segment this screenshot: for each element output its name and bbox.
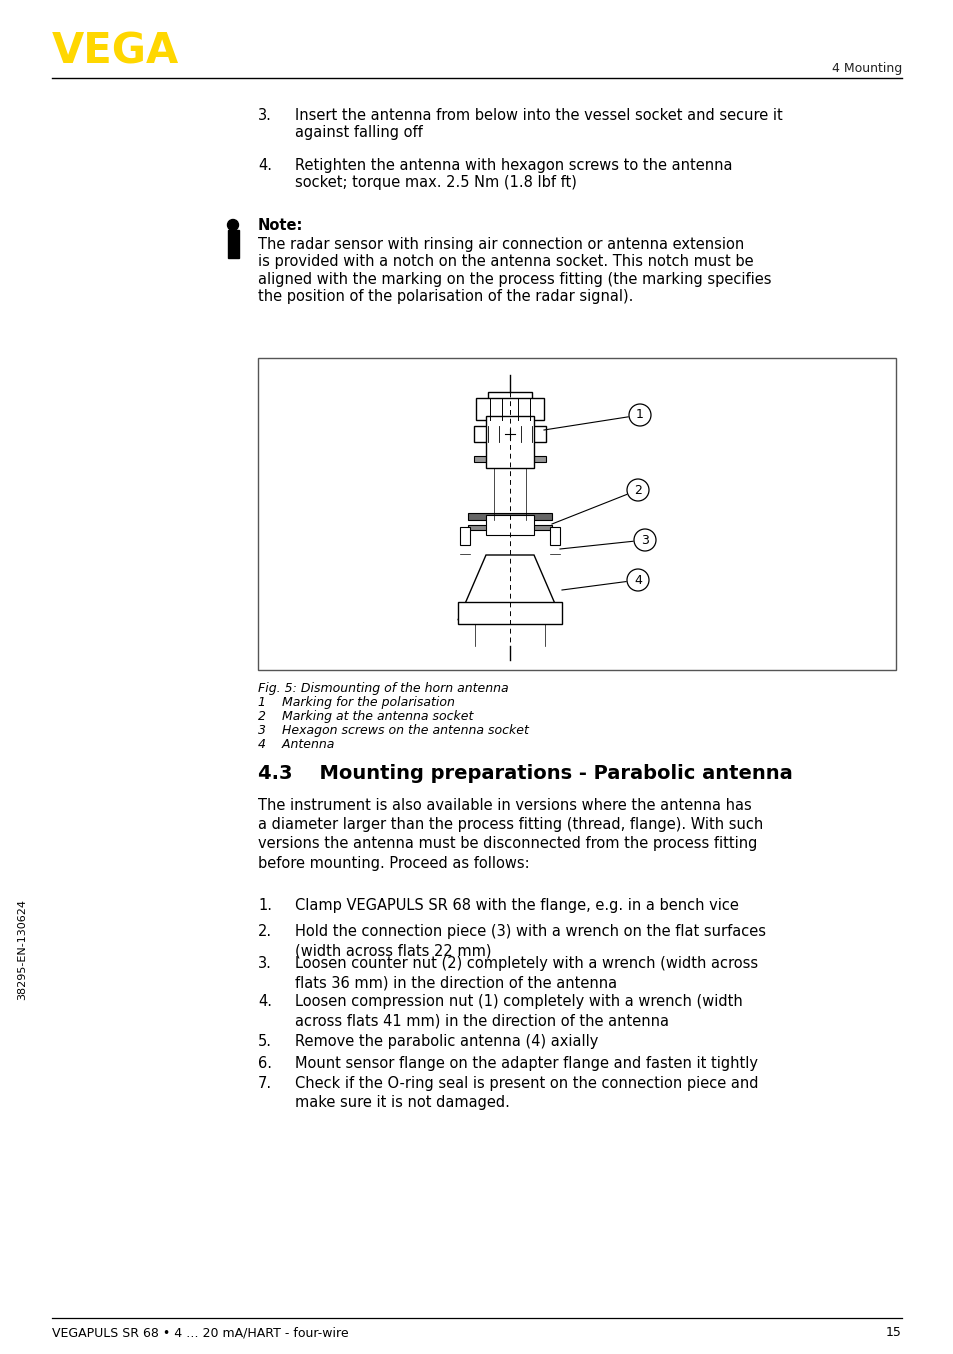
Text: 2    Marking at the antenna socket: 2 Marking at the antenna socket bbox=[257, 709, 473, 723]
Text: 5.: 5. bbox=[257, 1034, 272, 1049]
Text: Loosen compression nut (1) completely with a wrench (width
across flats 41 mm) i: Loosen compression nut (1) completely wi… bbox=[294, 994, 742, 1028]
Bar bbox=[457, 603, 561, 624]
Bar bbox=[474, 427, 545, 441]
Text: 4    Antenna: 4 Antenna bbox=[257, 738, 334, 751]
Circle shape bbox=[626, 569, 648, 590]
Bar bbox=[550, 527, 559, 546]
Text: The radar sensor with rinsing air connection or antenna extension
is provided wi: The radar sensor with rinsing air connec… bbox=[257, 237, 771, 305]
Circle shape bbox=[227, 219, 238, 230]
Bar bbox=[257, 357, 895, 670]
Text: 6.: 6. bbox=[257, 1056, 272, 1071]
Text: Mount sensor flange on the adapter flange and fasten it tightly: Mount sensor flange on the adapter flang… bbox=[294, 1056, 758, 1071]
Text: 7.: 7. bbox=[257, 1076, 272, 1091]
Text: 1.: 1. bbox=[257, 898, 272, 913]
Bar bbox=[488, 393, 532, 406]
Text: 1: 1 bbox=[636, 409, 643, 421]
Text: 15: 15 bbox=[885, 1326, 901, 1339]
Circle shape bbox=[508, 432, 511, 436]
Text: Hold the connection piece (3) with a wrench on the flat surfaces
(width across f: Hold the connection piece (3) with a wre… bbox=[294, 923, 765, 959]
Bar bbox=[459, 527, 470, 546]
Text: Remove the parabolic antenna (4) axially: Remove the parabolic antenna (4) axially bbox=[294, 1034, 598, 1049]
Text: 4.3    Mounting preparations - Parabolic antenna: 4.3 Mounting preparations - Parabolic an… bbox=[257, 764, 792, 783]
Circle shape bbox=[502, 427, 517, 441]
Text: Fig. 5: Dismounting of the horn antenna: Fig. 5: Dismounting of the horn antenna bbox=[257, 682, 508, 695]
Text: 4.: 4. bbox=[257, 158, 272, 173]
Text: 2.: 2. bbox=[257, 923, 272, 940]
Circle shape bbox=[634, 529, 656, 551]
Text: The instrument is also available in versions where the antenna has
a diameter la: The instrument is also available in vers… bbox=[257, 798, 762, 871]
Text: 4 Mounting: 4 Mounting bbox=[831, 62, 901, 74]
Text: 1    Marking for the polarisation: 1 Marking for the polarisation bbox=[257, 696, 455, 709]
Text: 4.: 4. bbox=[257, 994, 272, 1009]
Polygon shape bbox=[457, 555, 561, 620]
Text: 38295-EN-130624: 38295-EN-130624 bbox=[17, 899, 27, 1001]
Text: VEGAPULS SR 68 • 4 … 20 mA/HART - four-wire: VEGAPULS SR 68 • 4 … 20 mA/HART - four-w… bbox=[52, 1326, 348, 1339]
Text: 3    Hexagon screws on the antenna socket: 3 Hexagon screws on the antenna socket bbox=[257, 724, 528, 737]
Bar bbox=[476, 398, 543, 420]
Bar bbox=[485, 515, 534, 535]
Text: Check if the O-ring seal is present on the connection piece and
make sure it is : Check if the O-ring seal is present on t… bbox=[294, 1076, 758, 1110]
Text: 2: 2 bbox=[634, 483, 641, 497]
Bar bbox=[228, 230, 239, 259]
Text: 3: 3 bbox=[640, 533, 648, 547]
Bar bbox=[468, 525, 552, 529]
Bar bbox=[485, 416, 534, 468]
Text: VEGA: VEGA bbox=[52, 30, 179, 72]
Bar bbox=[474, 456, 545, 462]
Text: 3.: 3. bbox=[257, 108, 272, 123]
Text: 4: 4 bbox=[634, 574, 641, 586]
Text: Loosen counter nut (2) completely with a wrench (width across
flats 36 mm) in th: Loosen counter nut (2) completely with a… bbox=[294, 956, 758, 990]
Text: 3.: 3. bbox=[257, 956, 272, 971]
Bar bbox=[468, 513, 552, 520]
Text: Clamp VEGAPULS SR 68 with the flange, e.g. in a bench vice: Clamp VEGAPULS SR 68 with the flange, e.… bbox=[294, 898, 739, 913]
Circle shape bbox=[628, 403, 650, 427]
Circle shape bbox=[626, 479, 648, 501]
Text: Note:: Note: bbox=[257, 218, 303, 233]
Text: Retighten the antenna with hexagon screws to the antenna
socket; torque max. 2.5: Retighten the antenna with hexagon screw… bbox=[294, 158, 732, 191]
Text: Insert the antenna from below into the vessel socket and secure it
against falli: Insert the antenna from below into the v… bbox=[294, 108, 781, 141]
